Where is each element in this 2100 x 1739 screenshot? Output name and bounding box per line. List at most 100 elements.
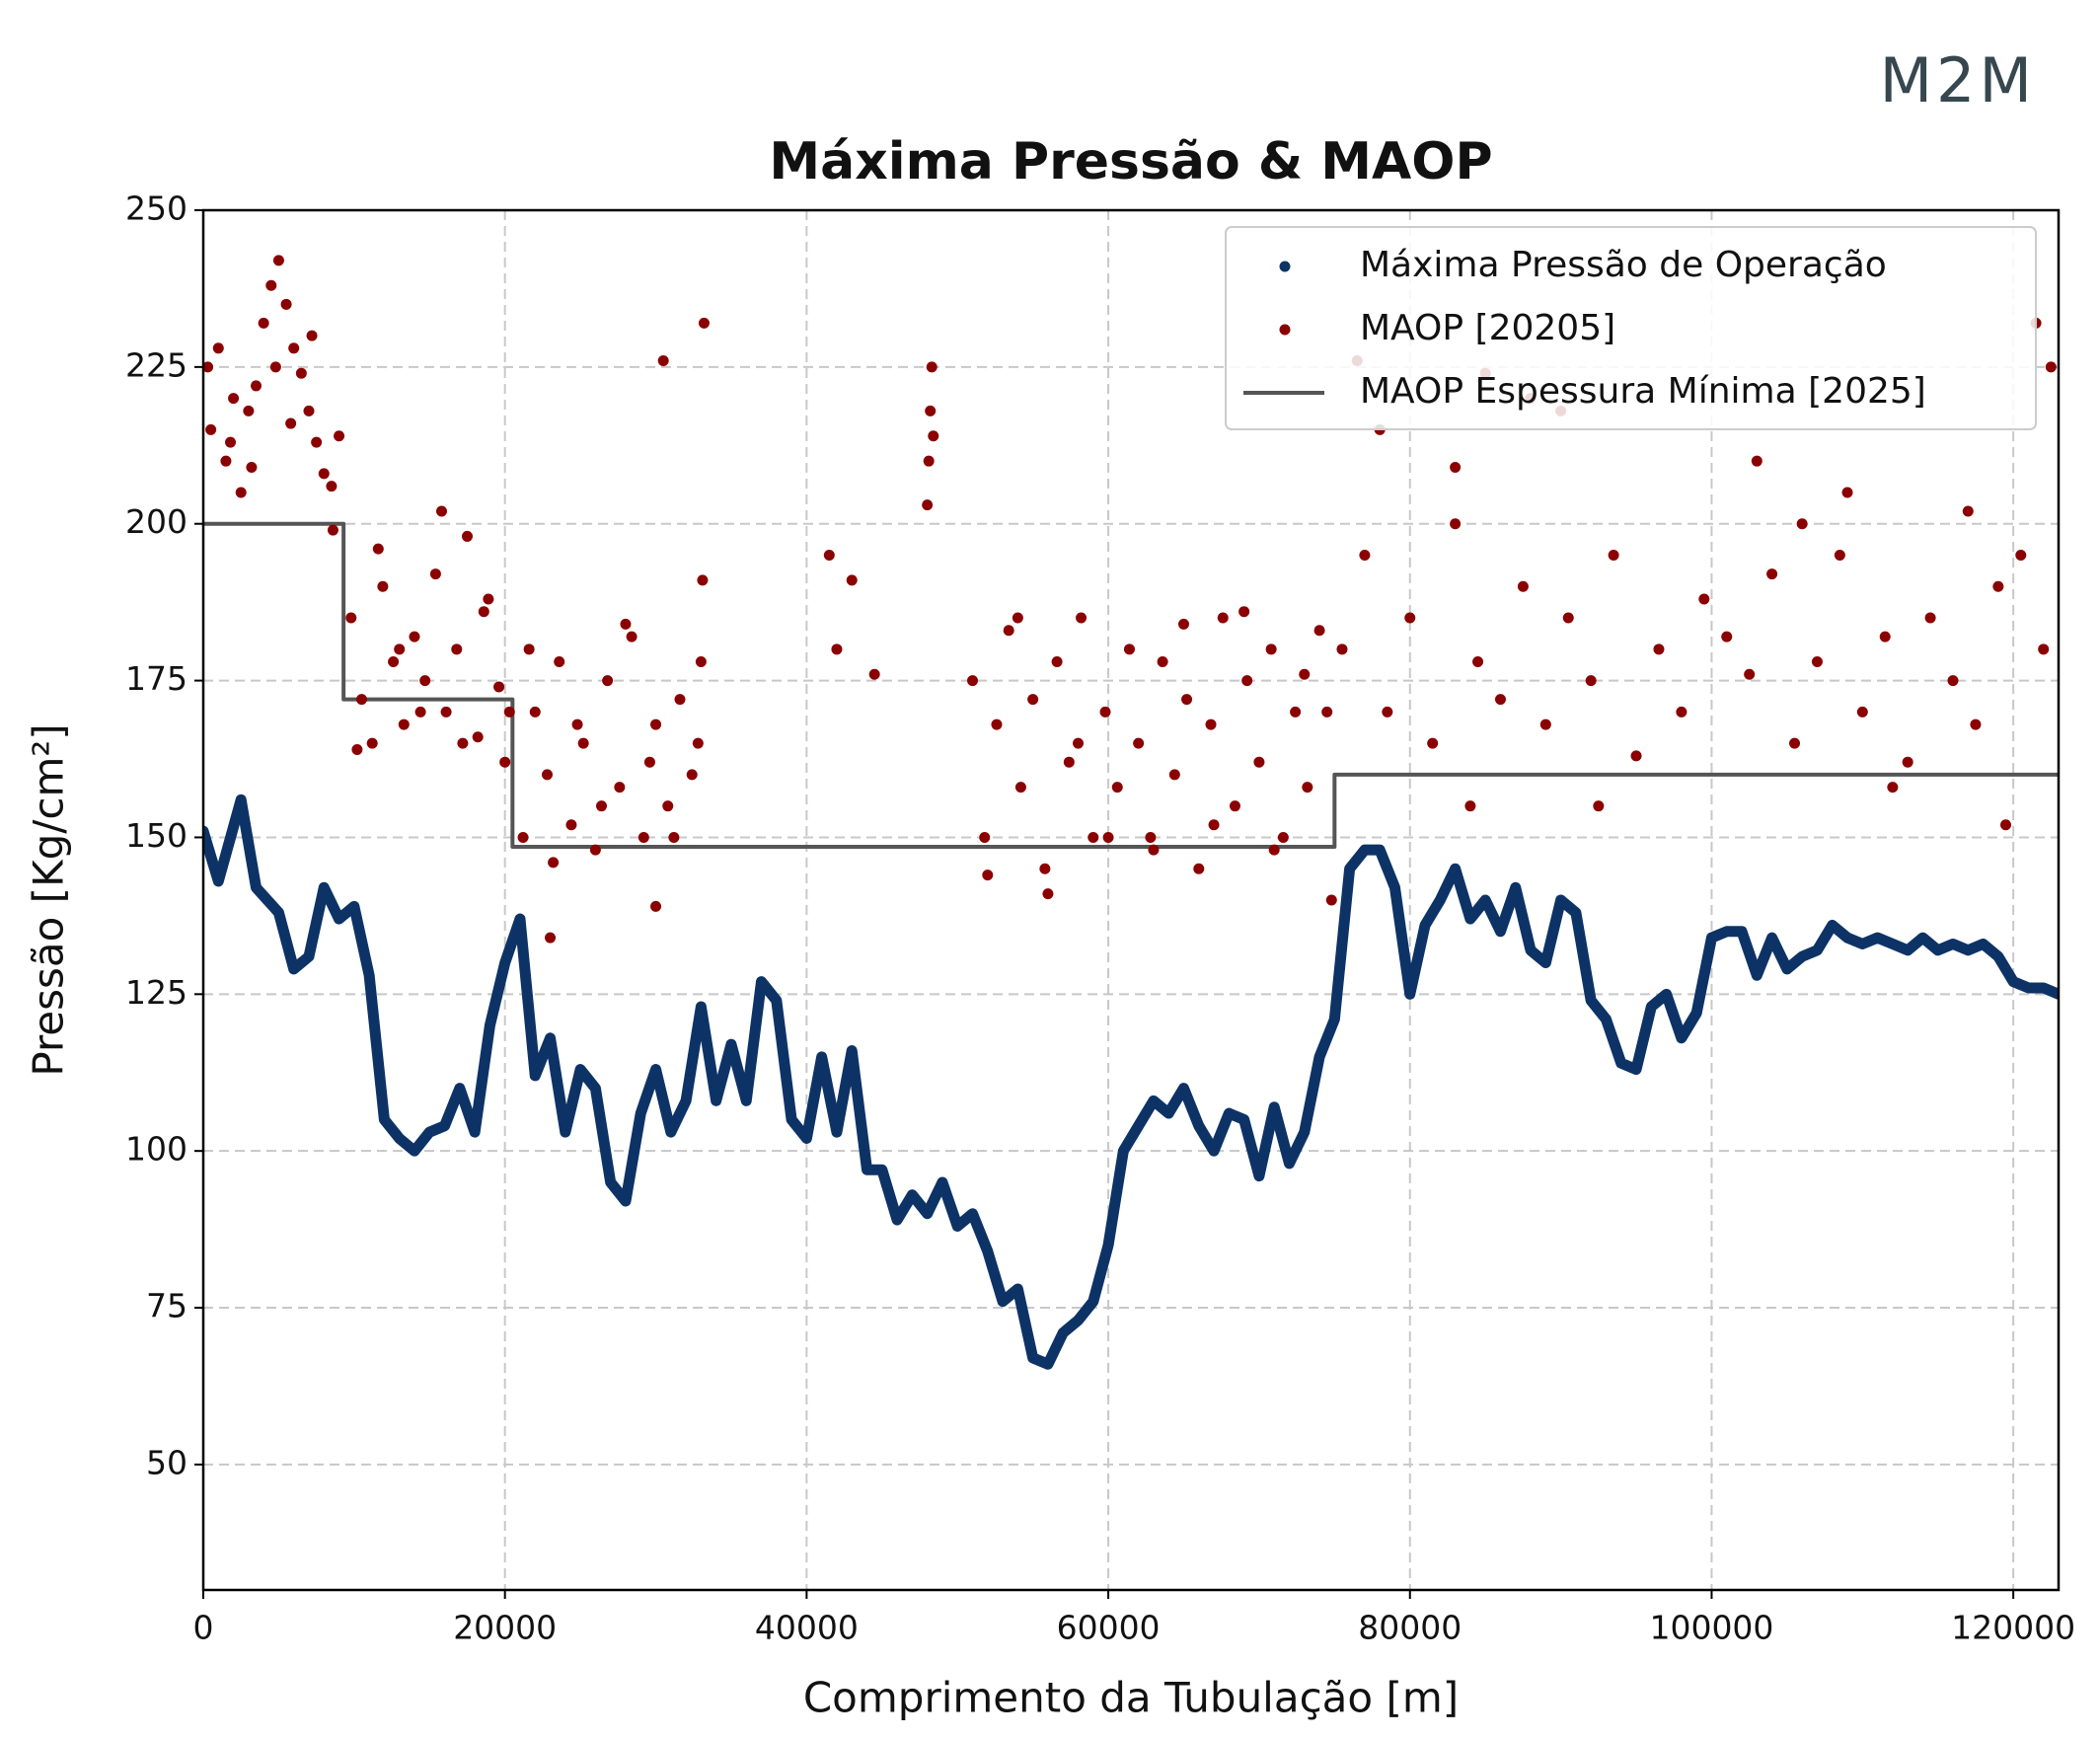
- point: [1014, 782, 1026, 794]
- point: [295, 367, 307, 379]
- point: [326, 481, 338, 492]
- x-tick-label: 80000: [1358, 1609, 1462, 1647]
- point: [831, 643, 843, 655]
- legend-box: [1225, 226, 2037, 430]
- point: [674, 694, 686, 706]
- point: [1265, 643, 1277, 655]
- point: [1947, 675, 1959, 687]
- point: [2045, 361, 2057, 373]
- point: [589, 844, 601, 856]
- x-tick-label: 100000: [1649, 1609, 1773, 1647]
- point: [1721, 631, 1733, 643]
- point: [1102, 831, 1114, 843]
- point: [1593, 800, 1605, 812]
- point: [1177, 618, 1189, 630]
- point: [979, 831, 991, 843]
- point: [1133, 737, 1145, 749]
- point: [1841, 487, 1853, 498]
- point: [327, 524, 338, 536]
- point: [472, 731, 484, 743]
- point: [1902, 756, 1913, 768]
- point: [1003, 625, 1014, 637]
- point: [554, 656, 565, 668]
- x-tick-label: 20000: [453, 1609, 557, 1647]
- point: [205, 423, 217, 435]
- point: [1027, 694, 1039, 706]
- point: [922, 499, 934, 511]
- point: [1608, 550, 1619, 561]
- point: [203, 361, 214, 373]
- point: [269, 361, 281, 373]
- point: [1751, 455, 1762, 467]
- point: [1834, 550, 1845, 561]
- point: [414, 706, 426, 718]
- point: [1539, 718, 1551, 730]
- point: [1299, 668, 1311, 680]
- point: [1630, 750, 1642, 762]
- point: [334, 430, 345, 442]
- point: [1924, 612, 1936, 624]
- point: [1313, 625, 1325, 637]
- step-line: [203, 521, 2059, 849]
- point: [1229, 800, 1240, 812]
- point: [243, 405, 255, 416]
- point: [991, 718, 1003, 730]
- point: [846, 574, 858, 586]
- point: [355, 694, 367, 706]
- point: [1302, 782, 1313, 794]
- point: [372, 543, 384, 555]
- pressure-trace: [203, 794, 2059, 1370]
- point: [1562, 612, 1574, 624]
- point: [409, 631, 420, 643]
- point: [212, 342, 224, 354]
- point: [1063, 756, 1075, 768]
- point: [1241, 675, 1253, 687]
- point: [1585, 675, 1597, 687]
- y-tick-label: 125: [125, 973, 188, 1012]
- point: [499, 756, 511, 768]
- point: [265, 279, 277, 291]
- point: [440, 706, 452, 718]
- point: [1970, 718, 1982, 730]
- point: [1653, 643, 1665, 655]
- point: [926, 361, 938, 373]
- point: [493, 681, 505, 693]
- point: [577, 737, 589, 749]
- point: [529, 706, 541, 718]
- point: [692, 737, 704, 749]
- point: [650, 718, 662, 730]
- point: [220, 455, 232, 467]
- point: [1168, 769, 1180, 781]
- point: [388, 656, 400, 668]
- point: [2038, 643, 2050, 655]
- point: [377, 580, 389, 592]
- point: [1193, 863, 1205, 874]
- point: [461, 530, 473, 542]
- point: [650, 900, 662, 912]
- point: [868, 668, 880, 680]
- y-tick-label: 100: [125, 1130, 188, 1169]
- point: [1268, 844, 1280, 856]
- point: [366, 737, 378, 749]
- x-axis-label: Comprimento da Tubulação [m]: [803, 1674, 1459, 1722]
- point: [1450, 518, 1462, 530]
- point: [928, 430, 939, 442]
- point: [1073, 737, 1085, 749]
- point: [306, 330, 318, 341]
- chart-title: Máxima Pressão & MAOP: [769, 132, 1492, 191]
- point: [258, 317, 269, 329]
- point: [1253, 756, 1265, 768]
- point: [1676, 706, 1688, 718]
- point: [614, 782, 626, 794]
- point: [318, 468, 330, 480]
- point: [311, 436, 323, 448]
- point: [1464, 800, 1476, 812]
- point: [1856, 706, 1868, 718]
- point: [503, 706, 515, 718]
- point: [1088, 831, 1099, 843]
- point: [1076, 612, 1088, 624]
- point: [246, 462, 258, 474]
- point: [1472, 656, 1484, 668]
- x-tick-label: 40000: [755, 1609, 859, 1647]
